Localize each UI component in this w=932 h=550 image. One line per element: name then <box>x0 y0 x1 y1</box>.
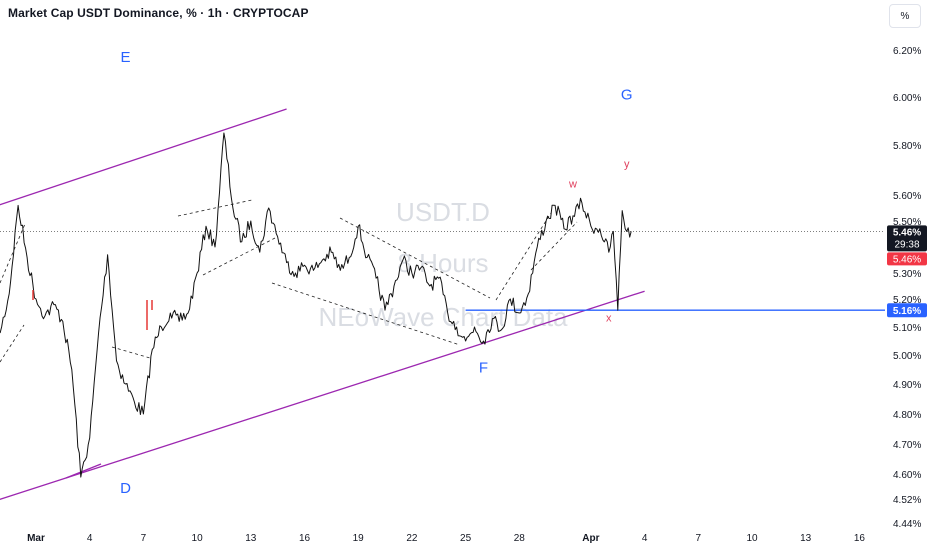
last-price-badge <box>887 225 927 252</box>
x-tick-label: 10 <box>192 533 204 544</box>
channel-upper-line <box>0 108 287 206</box>
reference-lines <box>0 230 885 311</box>
y-tick-label: 5.60% <box>893 191 921 202</box>
last-price-repeat-text: 5.46% <box>893 254 921 265</box>
y-axis: 6.20%6.00%5.80%5.60%5.50%5.40%5.30%5.20%… <box>893 46 921 530</box>
wave-dashed-line <box>530 221 578 271</box>
x-tick-label: 7 <box>696 533 702 544</box>
wave-dashed-line <box>0 324 25 363</box>
channel-lower-line <box>0 290 645 500</box>
wave-label-F: F <box>479 359 488 376</box>
wave-labels: E D F Gw y x <box>120 49 632 497</box>
countdown-text: 29:38 <box>894 239 919 250</box>
wave-label-D: D <box>120 480 131 497</box>
wave-dashed-line <box>202 237 276 276</box>
wave-dashed-line <box>111 346 151 359</box>
watermark-line-1: USDT.D <box>396 197 490 227</box>
wave-dashed-line <box>339 217 491 299</box>
watermark-line-2: 8 Hours <box>397 248 488 278</box>
percent-scale-toggle[interactable]: % <box>889 4 921 28</box>
x-tick-label: 16 <box>299 533 311 544</box>
x-tick-label: Apr <box>582 533 599 544</box>
wave-label-x: x <box>606 312 612 324</box>
y-tick-label: 4.60% <box>893 470 921 481</box>
level-text: 5.16% <box>893 306 921 317</box>
y-tick-label: 5.30% <box>893 269 921 280</box>
y-tick-label: 5.20% <box>893 295 921 306</box>
x-tick-label: 13 <box>245 533 257 544</box>
y-tick-label: 4.90% <box>893 380 921 391</box>
last-price-repeat-badge <box>887 252 927 266</box>
wave-dashed-lines <box>0 199 578 363</box>
y-tick-label: 5.50% <box>893 217 921 228</box>
price-series <box>0 132 632 478</box>
wave-dashed-line <box>495 212 552 301</box>
y-tick-label: 5.10% <box>893 323 921 334</box>
y-tick-label: 5.00% <box>893 351 921 362</box>
wave-dashed-line <box>271 282 461 346</box>
channel-lines <box>0 108 645 500</box>
series-line <box>0 132 632 478</box>
y-tick-label: 4.80% <box>893 410 921 421</box>
x-tick-label: 19 <box>353 533 365 544</box>
x-tick-label: 13 <box>800 533 812 544</box>
x-tick-label: 4 <box>642 533 648 544</box>
y-tick-label: 6.00% <box>893 93 921 104</box>
x-tick-label: 28 <box>514 533 526 544</box>
x-tick-label: 16 <box>854 533 866 544</box>
x-tick-label: 25 <box>460 533 472 544</box>
y-tick-label: 4.70% <box>893 440 921 451</box>
x-tick-label: 10 <box>746 533 758 544</box>
y-tick-label: 4.44% <box>893 519 921 530</box>
wave-dashed-line <box>0 223 26 284</box>
y-tick-label: 5.80% <box>893 141 921 152</box>
channel-low-segment <box>65 463 102 479</box>
price-badges: 5.46%29:385.46%5.16% <box>887 225 927 318</box>
wave-label-w: w <box>568 179 577 191</box>
wave-label-E: E <box>120 49 130 66</box>
y-tick-label: 6.20% <box>893 46 921 57</box>
last-price-text: 5.46% <box>893 227 921 238</box>
wave-label-y: y <box>624 159 630 171</box>
x-tick-label: 22 <box>406 533 418 544</box>
chart-title: Market Cap USDT Dominance, % · 1h · CRYP… <box>8 6 309 20</box>
level-badge <box>887 303 927 318</box>
x-axis: Mar 4 7 10 13 16 19 22 25 28 Apr 4 7 10 13 16 <box>27 533 865 544</box>
x-tick-label: Mar <box>27 533 45 544</box>
wave-dashed-line <box>177 199 253 217</box>
x-tick-label: 4 <box>87 533 93 544</box>
y-tick-label: 4.52% <box>893 495 921 506</box>
watermark-line-3: NEoWave Chart Data <box>318 302 568 332</box>
wave-label-G: G <box>621 86 633 103</box>
x-tick-label: 7 <box>141 533 147 544</box>
watermark: USDT.D 8 Hours NEoWave Chart Data <box>318 197 568 332</box>
